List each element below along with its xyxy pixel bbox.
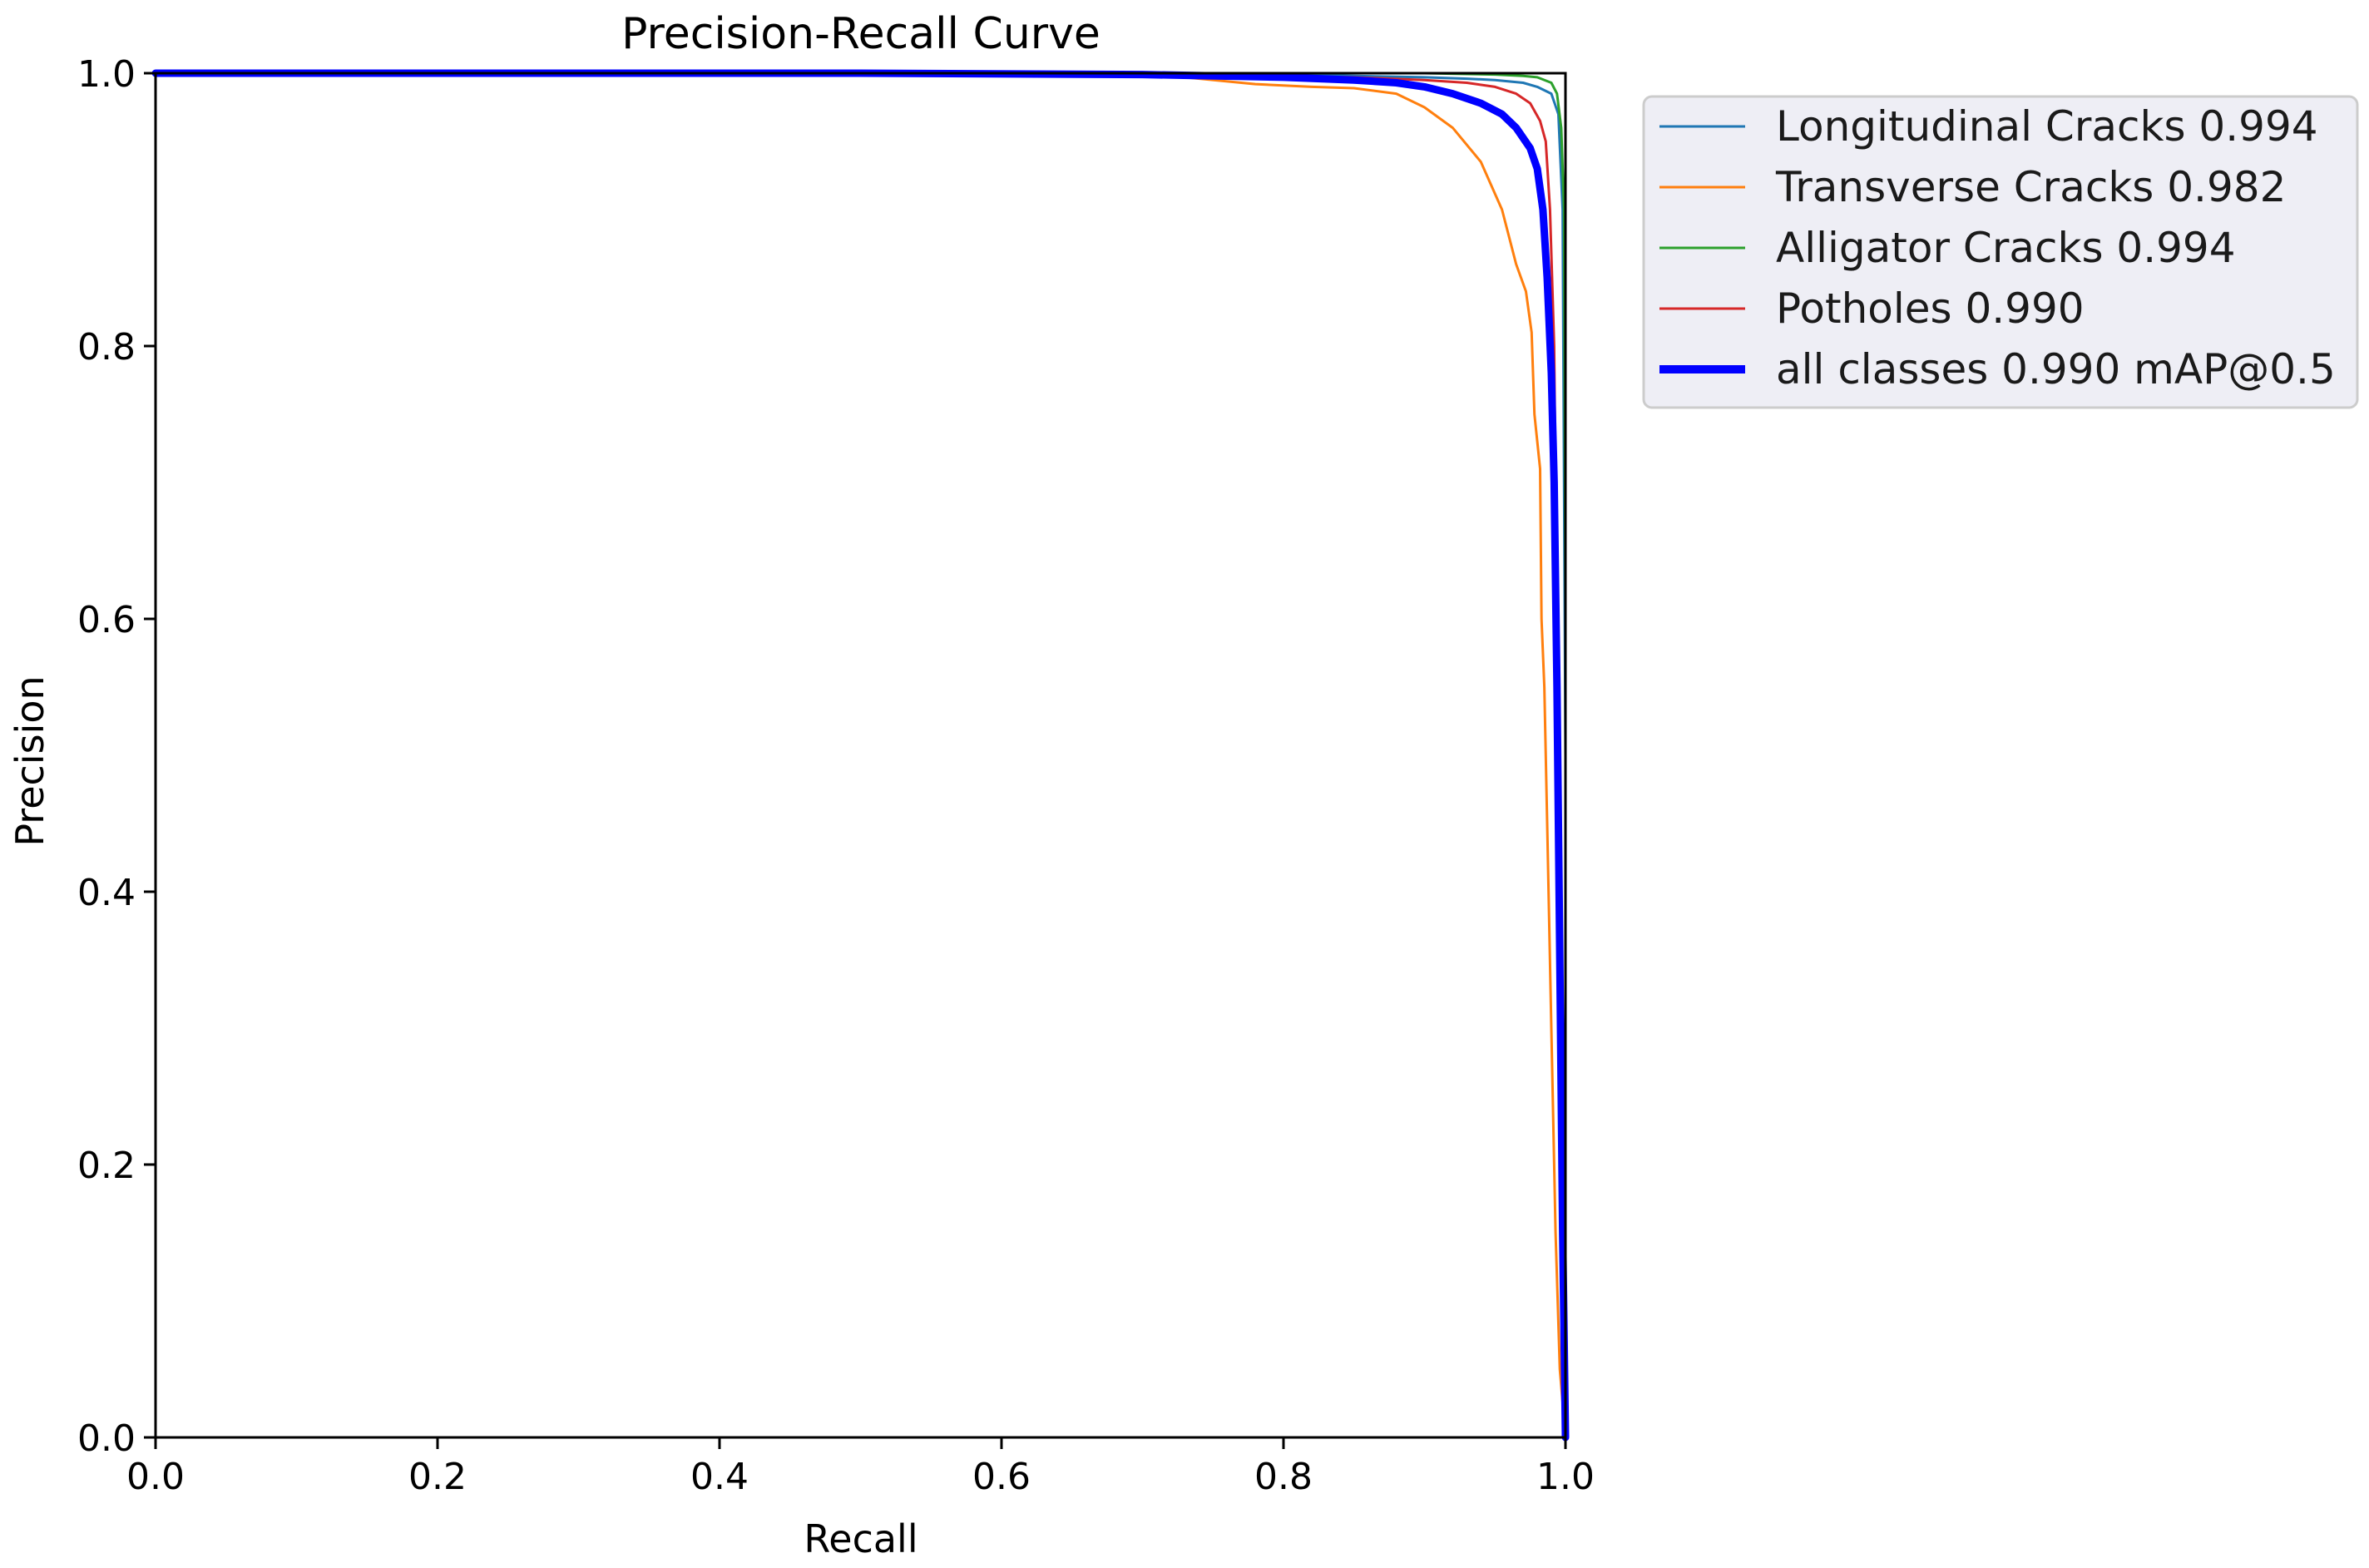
legend-label-1: Transverse Cracks 0.982: [1775, 163, 2286, 211]
legend-label-2: Alligator Cracks 0.994: [1776, 224, 2236, 272]
y-axis-label: Precision: [7, 675, 52, 846]
x-tick-label: 0.0: [126, 1456, 185, 1498]
x-axis-ticks: 0.0 0.2 0.4 0.6 0.8 1.0: [126, 1437, 1595, 1498]
legend-label-3: Potholes 0.990: [1776, 284, 2085, 333]
legend-frame: [1642, 95, 2359, 409]
legend-items: Longitudinal Cracks 0.994 Transverse Crac…: [1659, 102, 2336, 393]
y-tick-label: 0.8: [77, 326, 136, 369]
y-axis-ticks: 0.0 0.2 0.4 0.6 0.8 1.0: [77, 53, 156, 1460]
y-tick-label: 1.0: [77, 53, 136, 96]
plot-frame: [154, 72, 1567, 1439]
legend: Longitudinal Cracks 0.994 Transverse Crac…: [1642, 95, 2359, 409]
legend-label-4: all classes 0.990 mAP@0.5: [1776, 345, 2336, 393]
x-tick-label: 0.8: [1254, 1456, 1313, 1498]
plot-background: [156, 73, 1565, 1437]
x-tick-label: 0.6: [972, 1456, 1031, 1498]
x-tick-label: 1.0: [1536, 1456, 1595, 1498]
y-tick-label: 0.4: [77, 872, 136, 914]
series-line-1: [154, 72, 1567, 1439]
chart-title: Precision-Recall Curve: [621, 9, 1100, 59]
y-tick-label: 0.6: [77, 599, 136, 641]
y-tick-label: 0.0: [77, 1417, 136, 1460]
plot-area: [151, 69, 1570, 1442]
y-tick-label: 0.2: [77, 1145, 136, 1187]
x-axis-label: Recall: [804, 1516, 917, 1561]
x-tick-label: 0.2: [408, 1456, 467, 1498]
legend-label-0: Longitudinal Cracks 0.994: [1776, 102, 2318, 151]
x-tick-label: 0.4: [690, 1456, 749, 1498]
series-line-4: [151, 69, 1570, 1442]
